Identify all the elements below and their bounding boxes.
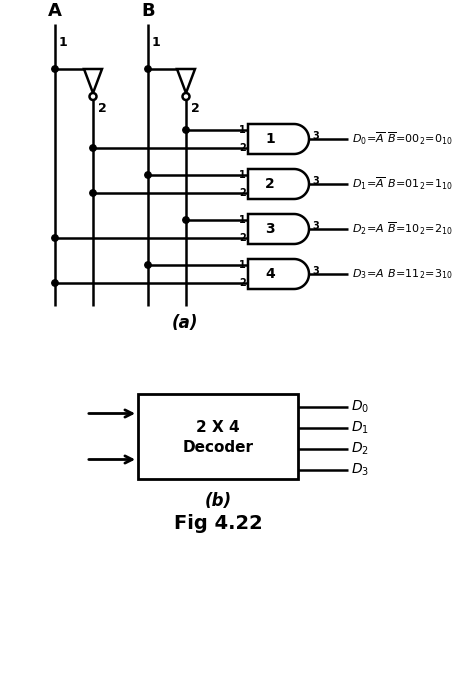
PathPatch shape	[248, 169, 309, 199]
Text: (b): (b)	[204, 492, 232, 510]
Text: A: A	[48, 2, 62, 20]
Text: $D_1$: $D_1$	[351, 420, 369, 436]
Text: $D_0$: $D_0$	[351, 399, 369, 415]
Text: 4: 4	[265, 267, 275, 281]
PathPatch shape	[248, 259, 309, 289]
Text: (a): (a)	[172, 314, 198, 332]
Text: 2 X 4: 2 X 4	[196, 420, 240, 435]
Circle shape	[90, 190, 96, 196]
Polygon shape	[84, 69, 102, 93]
Text: $D_3\!=\!A\ B\!=\!11_2\!=\!3_{10}$: $D_3\!=\!A\ B\!=\!11_2\!=\!3_{10}$	[352, 267, 453, 281]
Text: 2: 2	[239, 143, 246, 153]
Text: $D_1\!=\!\overline{A}\ B\!=\!01_2\!=\!1_{10}$: $D_1\!=\!\overline{A}\ B\!=\!01_2\!=\!1_…	[352, 176, 453, 192]
Circle shape	[145, 262, 151, 268]
Text: $D_3$: $D_3$	[351, 462, 369, 478]
Text: B: B	[141, 2, 155, 20]
Bar	[138, 394, 298, 479]
Text: 1: 1	[152, 36, 161, 49]
PathPatch shape	[248, 124, 309, 154]
Text: $D_0\!=\!\overline{A}\ \overline{B}\!=\!00_2\!=\!0_{10}$: $D_0\!=\!\overline{A}\ \overline{B}\!=\!…	[352, 131, 453, 148]
Text: 3: 3	[312, 266, 319, 276]
Text: 3: 3	[312, 176, 319, 186]
Circle shape	[52, 235, 58, 241]
Text: $D_2$: $D_2$	[351, 441, 369, 457]
PathPatch shape	[248, 214, 309, 244]
Text: 3: 3	[265, 222, 275, 236]
Text: 2: 2	[98, 102, 107, 115]
Circle shape	[90, 93, 97, 100]
Text: 1: 1	[59, 36, 68, 49]
Text: 2: 2	[239, 233, 246, 243]
Circle shape	[145, 66, 151, 72]
Text: 3: 3	[312, 221, 319, 231]
Circle shape	[52, 280, 58, 286]
Circle shape	[183, 127, 189, 133]
Text: Decoder: Decoder	[182, 440, 254, 455]
Text: 1: 1	[239, 260, 246, 270]
Polygon shape	[177, 69, 195, 93]
Text: 2: 2	[239, 188, 246, 198]
Text: Fig 4.22: Fig 4.22	[173, 514, 263, 533]
Text: 1: 1	[265, 132, 275, 146]
Text: 1: 1	[239, 215, 246, 225]
Text: 2: 2	[265, 177, 275, 191]
Text: 1: 1	[239, 170, 246, 180]
Circle shape	[145, 172, 151, 178]
Circle shape	[183, 217, 189, 223]
Text: $D_2\!=\!A\ \overline{B}\!=\!10_2\!=\!2_{10}$: $D_2\!=\!A\ \overline{B}\!=\!10_2\!=\!2_…	[352, 220, 453, 237]
Circle shape	[90, 145, 96, 151]
Text: 2: 2	[191, 102, 200, 115]
Text: 2: 2	[239, 278, 246, 288]
Text: 1: 1	[239, 125, 246, 135]
Circle shape	[52, 66, 58, 72]
Text: 3: 3	[312, 131, 319, 141]
Circle shape	[182, 93, 190, 100]
